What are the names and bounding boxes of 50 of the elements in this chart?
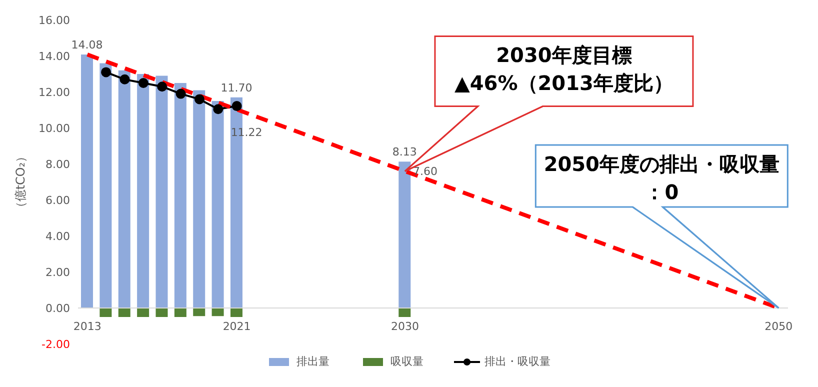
y-tick-label: 10.00: [38, 122, 70, 135]
point: [213, 104, 224, 114]
x-tick-label: 2021: [222, 320, 251, 333]
y-tick-label: 0.00: [46, 302, 70, 315]
bar: [100, 63, 112, 308]
data-label: 14.08: [71, 38, 103, 52]
legend-label: 排出・吸収量: [484, 354, 550, 369]
legend-label: 吸収量: [390, 354, 424, 369]
bar: [174, 308, 186, 317]
data-label: 7.60: [412, 165, 438, 178]
point: [232, 101, 242, 112]
y-tick-label: -2.00: [42, 338, 70, 351]
bar: [137, 74, 150, 308]
bar: [398, 308, 411, 317]
y-tick-label: 12.00: [38, 86, 70, 99]
bar: [193, 90, 206, 308]
bar: [81, 54, 93, 308]
bar: [156, 76, 168, 308]
x-tick-label: 2030: [390, 320, 419, 333]
y-tick-label: 4.00: [46, 230, 70, 243]
bar: [137, 308, 150, 317]
point: [138, 78, 148, 88]
bar: [212, 101, 224, 308]
point: [101, 67, 112, 78]
point: [120, 74, 130, 84]
bar: [174, 83, 186, 308]
annotation: 2030年度目標 ▲46%（2013年度比）: [454, 43, 674, 96]
legend-label: 排出量: [296, 354, 330, 369]
y-tick-label: 16.00: [38, 14, 70, 27]
x-tick-label: 2013: [73, 320, 102, 333]
y-tick-label: 8.00: [46, 158, 70, 171]
point: [194, 94, 204, 104]
point: [157, 82, 168, 92]
annotation: 2050年度の排出・吸収量：0: [544, 152, 780, 204]
data-label: 8.13: [392, 146, 417, 159]
point: [176, 88, 186, 99]
bar: [398, 162, 411, 308]
bar: [230, 308, 242, 317]
bar: [118, 308, 130, 317]
y-axis-title: （億tCO₂）: [13, 150, 28, 214]
bar: [118, 70, 130, 308]
bar: [193, 308, 206, 316]
x-tick-label: 2050: [764, 320, 793, 333]
y-tick-label: 2.00: [46, 266, 70, 279]
bar: [156, 308, 168, 317]
data-label: 11.70: [220, 81, 252, 94]
bar: [100, 308, 112, 317]
y-tick-label: 14.00: [38, 50, 70, 63]
y-tick-label: 6.00: [46, 194, 70, 207]
bar: [212, 308, 224, 316]
